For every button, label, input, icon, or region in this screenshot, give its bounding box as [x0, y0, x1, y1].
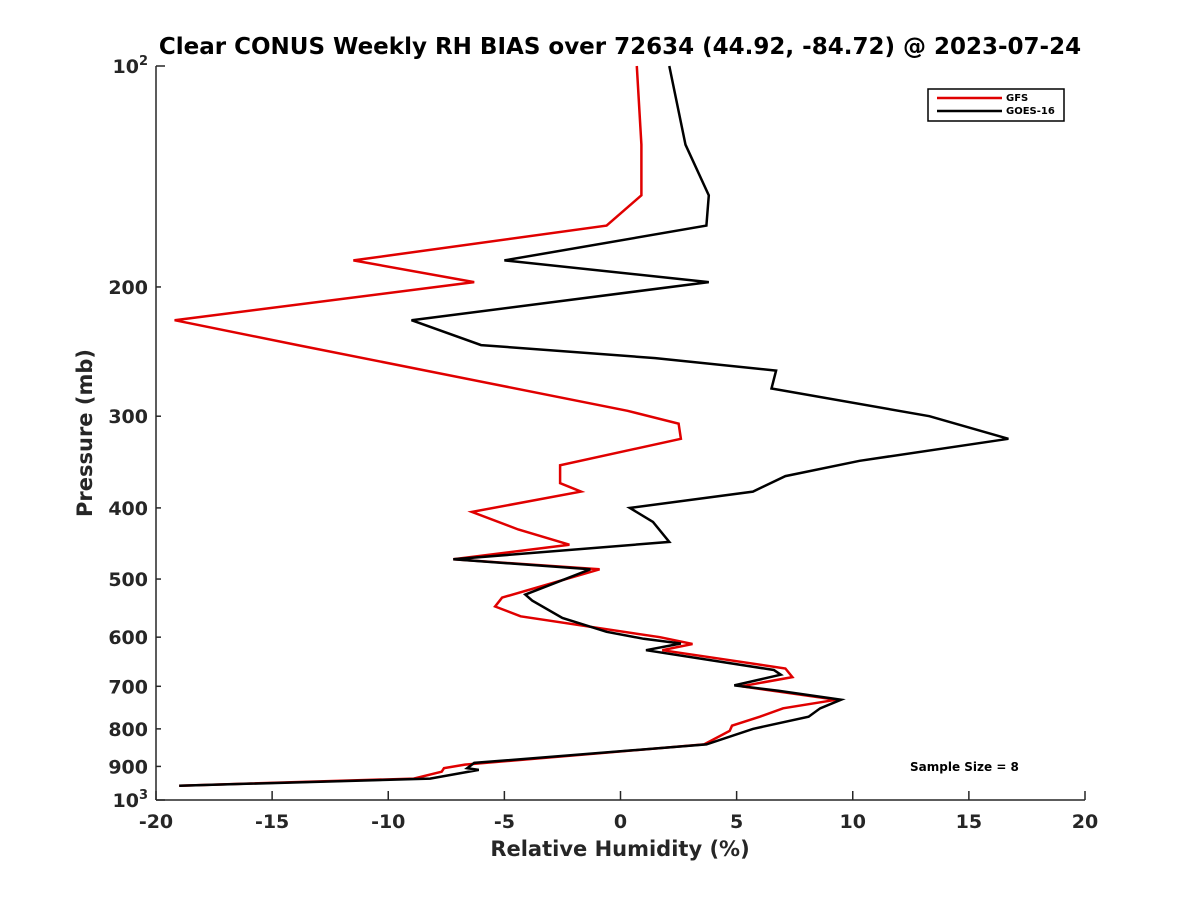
x-tick-label: 0 [614, 811, 627, 833]
y-axis-ticks: 102 200 300 400 500 600 700 800 900 103 [108, 54, 165, 812]
plot-series [174, 65, 1009, 787]
x-tick-label: 10 [840, 811, 866, 833]
legend-label-goes16: GOES-16 [1006, 106, 1055, 117]
legend-box [927, 88, 1065, 122]
y-tick-label: 800 [108, 719, 148, 741]
chart-title: Clear CONUS Weekly RH BIAS over 72634 (4… [159, 34, 1081, 60]
y-tick-label: 200 [108, 277, 148, 299]
x-tick-label: 5 [730, 811, 743, 833]
y-axis-label: Pressure (mb) [73, 349, 97, 517]
y-tick-label: 300 [108, 406, 148, 428]
axes-frame [155, 66, 1085, 801]
y-tick-label: 400 [108, 498, 148, 520]
x-axis-ticks: -20 -15 -10 -5 0 5 10 15 20 [139, 791, 1098, 833]
x-tick-label: -5 [494, 811, 515, 833]
y-tick-label: 103 [113, 788, 149, 812]
y-tick-label: 102 [113, 54, 149, 78]
x-tick-label: 15 [956, 811, 982, 833]
legend: GFS GOES-16 [927, 88, 1065, 122]
sample-size-annotation: Sample Size = 8 [910, 760, 1019, 774]
y-tick-label: 700 [108, 676, 148, 698]
series-line-goes16 [179, 65, 1009, 787]
y-tick-label: 500 [108, 569, 148, 591]
y-tick-label: 600 [108, 627, 148, 649]
series-line-gfs [174, 65, 837, 787]
x-axis-label: Relative Humidity (%) [490, 837, 749, 861]
x-tick-label: -15 [255, 811, 289, 833]
x-tick-label: 20 [1072, 811, 1098, 833]
legend-label-gfs: GFS [1006, 93, 1028, 104]
y-tick-label: 900 [108, 756, 148, 778]
x-tick-label: -20 [139, 811, 173, 833]
x-tick-label: -10 [371, 811, 405, 833]
